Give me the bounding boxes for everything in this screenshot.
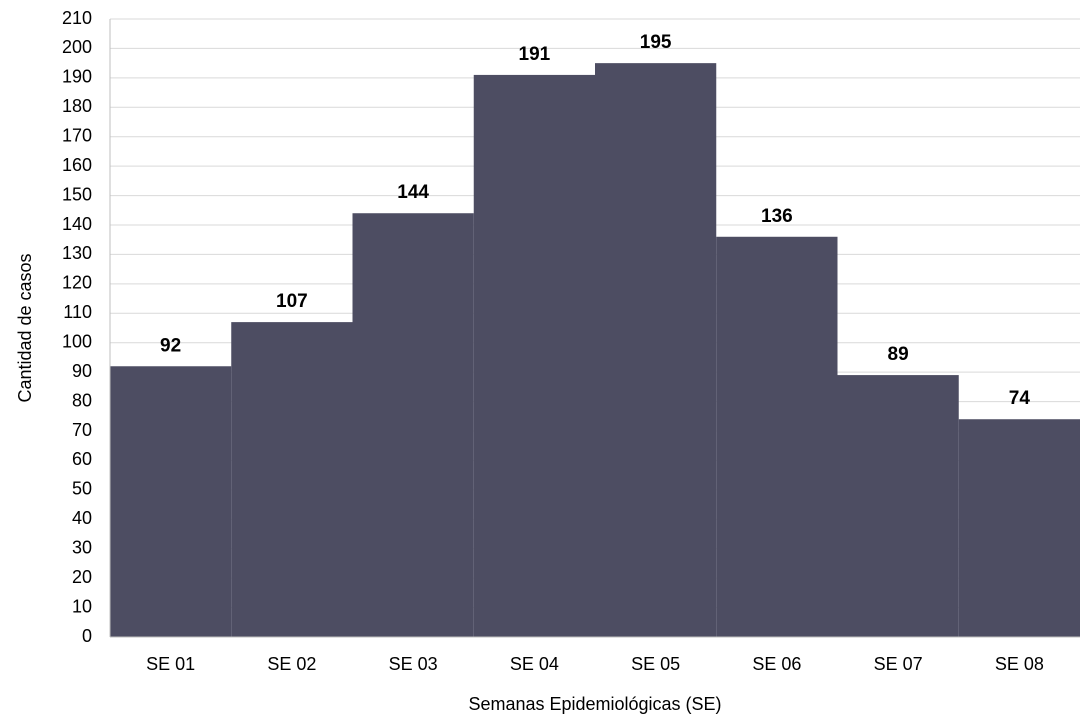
bar xyxy=(595,63,717,637)
bar xyxy=(110,366,232,637)
bar xyxy=(231,322,353,637)
y-tick-label: 210 xyxy=(62,8,92,28)
y-tick-label: 120 xyxy=(62,273,92,293)
y-tick-label: 20 xyxy=(72,567,92,587)
y-tick-label: 150 xyxy=(62,184,92,204)
y-tick-label: 190 xyxy=(62,67,92,87)
y-axis-label: Cantidad de casos xyxy=(15,253,35,402)
y-tick-label: 0 xyxy=(82,626,92,646)
data-label: 92 xyxy=(160,335,181,356)
bar xyxy=(837,375,959,637)
bar xyxy=(352,213,474,637)
y-tick-label: 110 xyxy=(63,302,92,322)
y-tick-label: 170 xyxy=(62,125,92,145)
y-tick-label: 30 xyxy=(72,537,92,557)
data-label: 191 xyxy=(519,44,551,65)
data-label: 74 xyxy=(1009,388,1031,409)
y-tick-label: 180 xyxy=(62,96,92,116)
y-tick-label: 40 xyxy=(72,508,92,528)
y-tick-label: 10 xyxy=(72,596,92,616)
data-label: 136 xyxy=(761,206,793,227)
y-tick-label: 160 xyxy=(62,155,92,175)
y-tick-label: 60 xyxy=(72,449,92,469)
y-tick-label: 90 xyxy=(72,361,92,381)
bar xyxy=(958,419,1080,637)
y-tick-label: 80 xyxy=(72,390,92,410)
data-label: 107 xyxy=(276,291,308,312)
bar xyxy=(716,236,838,637)
y-tick-label: 130 xyxy=(62,243,92,263)
y-tick-label: 70 xyxy=(72,420,92,440)
bar xyxy=(473,74,595,637)
x-tick-label: SE 06 xyxy=(752,654,801,674)
data-label: 89 xyxy=(888,344,909,365)
x-tick-label: SE 02 xyxy=(267,654,316,674)
x-tick-label: SE 04 xyxy=(510,654,559,674)
x-tick-label: SE 01 xyxy=(146,654,195,674)
y-tick-label: 200 xyxy=(62,37,92,57)
x-tick-label: SE 05 xyxy=(631,654,680,674)
x-axis-label: Semanas Epidemiológicas (SE) xyxy=(468,694,721,714)
data-label: 195 xyxy=(640,32,672,53)
y-tick-label: 50 xyxy=(72,479,92,499)
data-label: 144 xyxy=(397,182,429,203)
x-tick-label: SE 07 xyxy=(874,654,923,674)
x-tick-label: SE 03 xyxy=(389,654,438,674)
y-tick-label: 100 xyxy=(62,331,92,351)
y-tick-label: 140 xyxy=(62,214,92,234)
x-tick-label: SE 08 xyxy=(995,654,1044,674)
